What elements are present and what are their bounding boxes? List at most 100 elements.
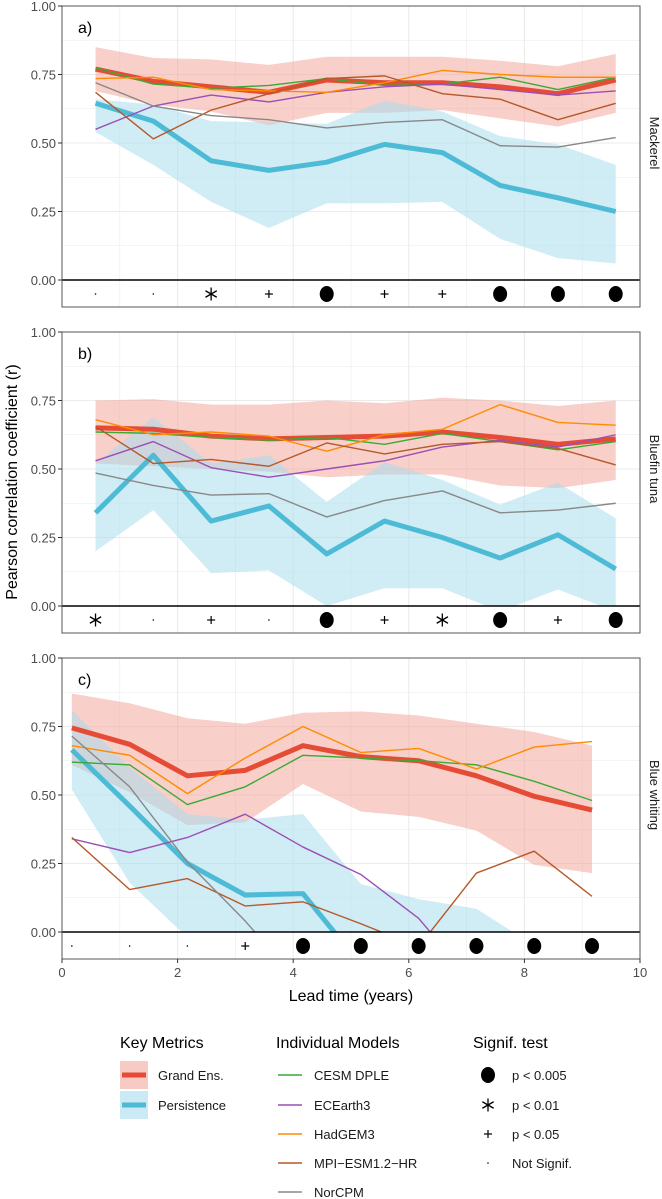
legend-label-model: MPI−ESM1.2−HR [314,1156,417,1171]
signif-symbol-ns [186,945,189,947]
persistence-band [95,416,616,606]
model-line-mpi-esm1-2-hr [95,75,616,140]
legend-label-signif: p < 0.01 [512,1098,559,1113]
panel-label: b) [78,346,92,363]
x-tick-label: 10 [633,965,647,980]
x-axis-title: Lead time (years) [289,988,414,1005]
y-tick-label: 0.25 [31,205,56,220]
y-tick-label: 0.00 [31,273,56,288]
legend-label-persistence: Persistence [158,1098,226,1113]
species-strip-label: Blue whiting [647,760,662,830]
model-line-ecearth3 [95,83,616,130]
panel-blue-whiting: 0.00 0.25 0.50 0.75 1.00 c) Blue whiting [31,651,662,960]
legend-label-grand_ens: Grand Ens. [158,1068,224,1083]
signif-symbol-p005 [493,286,508,302]
legend-label-signif: p < 0.005 [512,1068,567,1083]
model-line-norcpm [71,735,256,932]
y-tick-label: 0.00 [31,925,56,940]
signif-symbol-p005 [411,938,426,954]
model-line-norcpm [95,472,616,518]
y-tick-label: 0.50 [31,788,56,803]
legend-label-model: HadGEM3 [314,1127,375,1142]
y-tick-label: 0.50 [31,136,56,151]
y-tick-label: 0.25 [31,531,56,546]
signif-symbol-p005 [493,612,508,628]
persistence-line [93,452,617,572]
signif-symbol-p005 [527,938,542,954]
legend-signif-symbol-p01 [482,1101,494,1109]
y-tick-label: 1.00 [31,0,56,14]
signif-symbol-p005 [608,612,623,628]
legend-label-model: ECEarth3 [314,1098,370,1113]
model-line-cesm-dple [71,754,593,806]
legend-signif-symbol-ns [487,1162,489,1164]
signif-symbol-ns [71,945,73,947]
signif-symbol-ns [94,293,97,295]
legend-label-signif: p < 0.05 [512,1127,559,1142]
signif-symbol-ns [128,945,131,947]
signif-symbol-p005 [319,286,334,302]
model-line-ecearth3 [95,434,616,478]
legend: Key Metrics Grand Ens. Persistence Individu… [120,1035,572,1199]
signif-symbol-p005 [319,612,334,628]
x-tick-label: 8 [521,965,528,980]
plot-area [94,47,617,264]
model-line-hadgem3 [95,403,616,452]
panel-mackerel: 0.00 0.25 0.50 0.75 1.00 a) Mackerel [31,0,662,308]
panel-border [61,331,641,634]
x-tick-label: 0 [58,965,65,980]
model-line-norcpm [95,82,616,148]
y-tick-label: 0.25 [31,857,56,872]
model-line-mpi-esm1-2-hr [71,836,593,932]
model-line-hadgem3 [95,69,616,94]
signif-symbol-ns [268,619,270,621]
legend-label-signif: Not Signif. [512,1156,572,1171]
x-tick-label: 4 [290,965,297,980]
model-line-mpi-esm1-2-hr [95,425,616,467]
legend-title-models: Individual Models [276,1035,400,1052]
y-tick-label: 1.00 [31,325,56,340]
species-strip-label: Mackerel [647,117,662,170]
model-line-cesm-dple [95,66,616,91]
y-tick-label: 0.50 [31,462,56,477]
signif-symbol-p005 [353,938,368,954]
x-tick-label: 2 [174,965,181,980]
grand-ens-line [71,725,593,813]
signif-symbol-p005 [585,938,600,954]
persistence-band [95,99,616,264]
y-tick-label: 0.00 [31,599,56,614]
legend-label-model: CESM DPLE [314,1068,389,1083]
x-tick-label: 6 [405,965,412,980]
legend-title-signif: Signif. test [473,1035,548,1052]
legend-label-model: NorCPM [314,1185,364,1199]
y-tick-label: 0.75 [31,68,56,83]
y-tick-label: 1.00 [31,651,56,666]
panel-label: a) [78,20,92,37]
legend-title-key-metrics: Key Metrics [120,1035,204,1052]
y-axis-title: Pearson correlation coefficient (r) [4,364,21,599]
y-tick-label: 0.75 [31,720,56,735]
signif-symbol-p005 [608,286,623,302]
signif-symbol-p005 [296,938,311,954]
signif-symbol-p01 [205,290,218,298]
plot-area [70,693,593,932]
model-line-ecearth3 [71,813,432,932]
signif-symbol-p01 [89,616,102,624]
panel-bluefin-tuna: 0.00 0.25 0.50 0.75 1.00 b) Bluefin tuna [31,325,662,634]
species-strip-label: Bluefin tuna [647,435,662,504]
y-tick-label: 0.75 [31,394,56,409]
panel-border [61,5,641,308]
grand-ens-band [71,693,593,874]
signif-symbol-p005 [550,286,565,302]
signif-symbol-p005 [469,938,484,954]
model-line-hadgem3 [71,725,593,795]
persistence-line [94,100,617,214]
legend-signif-symbol-p005 [481,1067,495,1083]
panel-border [61,657,641,960]
signif-symbol-ns [152,293,155,295]
panel-label: c) [78,672,91,689]
signif-symbol-ns [152,619,155,621]
signif-symbol-p01 [436,616,449,624]
plot-area [93,397,617,606]
